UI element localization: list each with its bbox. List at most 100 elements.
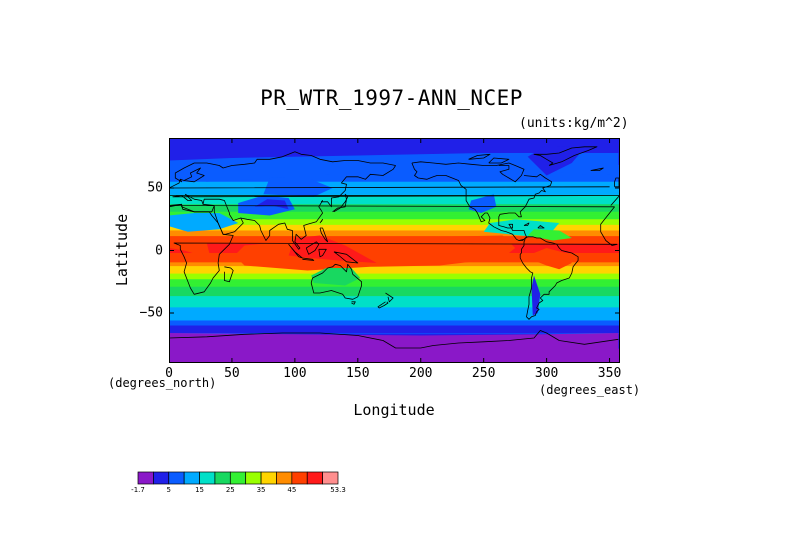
chart-title: PR_WTR_1997-ANN_NCEP [260,86,523,110]
y-unit-label: (degrees_north) [108,376,217,390]
coastline [319,218,324,224]
coastline [518,236,579,320]
latitude-band [169,145,620,148]
coastline [174,151,396,183]
latitude-band [169,235,620,238]
coastline [468,153,491,160]
latitude-band [169,188,620,192]
coastline [332,193,349,213]
latitude-band [169,218,620,222]
latitude-band [169,211,620,214]
coastline [169,178,610,189]
colorbar-label: 5 [166,486,171,494]
colorbar-label: 53.3 [330,486,346,494]
x-tick-label: 350 [597,366,622,381]
latitude-band [169,291,620,295]
coastline [319,227,329,243]
latitude-band [169,276,620,280]
coastline [610,195,620,206]
coastline [523,222,530,226]
y-tick-label: −50 [139,305,163,321]
latitude-band [169,288,620,291]
latitude-band [169,278,620,282]
latitude-band [169,274,620,278]
moisture-region [527,145,585,176]
latitude-band [169,267,620,270]
coastline [310,263,363,300]
latitude-band [169,186,620,190]
colorbar-swatch [276,471,293,485]
latitude-band [169,199,620,203]
latitude-band [169,299,620,302]
x-tick-label: 150 [346,366,370,381]
colorbar-swatch [229,471,247,485]
latitude-band [169,265,620,268]
colorbar-swatch [168,471,185,485]
latitude-band [169,138,620,141]
latitude-band [169,282,620,285]
y-tick-label: 50 [147,180,163,196]
colorbar-label: 25 [225,486,235,494]
latitude-band [169,203,620,207]
latitude-band [169,295,620,298]
latitude-band [169,297,620,300]
latitude-band [169,273,620,276]
latitude-band [169,280,620,283]
coastline [169,193,620,213]
coastline [385,292,394,303]
moisture-region [169,325,620,333]
latitude-band [169,323,620,327]
x-tick-label: 250 [471,366,496,381]
colorbar-swatch [137,471,154,485]
latitude-band [169,308,620,312]
latitude-band [169,201,620,205]
latitude-band [169,224,620,227]
latitude-band [169,151,620,154]
latitude-band [169,304,620,308]
units-label: (units:kg/m^2) [519,116,629,131]
latitude-band [169,190,620,193]
latitude-band [169,153,620,156]
moisture-region [527,229,572,241]
latitude-band [169,205,620,208]
colorbar-swatch [245,471,262,485]
latitude-band [169,198,620,201]
y-tick-label: 0 [155,243,163,258]
colorbar-swatch [199,471,216,485]
latitude-band [169,183,620,186]
colorbar-label: -1.7 [131,486,145,494]
coastline [333,251,359,264]
latitude-band [169,286,620,289]
colorbar-swatch [291,471,308,485]
latitude-band [169,228,620,231]
latitude-band [169,319,620,323]
x-tick-label: 100 [283,366,307,381]
moisture-region [169,333,619,363]
coastline [411,162,553,241]
latitude-band [169,312,620,315]
map-frame [169,138,620,363]
coastline [533,146,598,166]
x-axis-label: Longitude [353,401,435,419]
x-tick-label: 50 [224,366,240,381]
latitude-band [169,149,620,152]
latitude-band [169,213,620,216]
moisture-region [468,194,497,213]
colorbar-swatch [322,471,339,485]
latitude-band [169,229,620,233]
latitude-band [169,289,620,293]
colorbar-swatch [260,471,277,485]
latitude-band [169,303,620,306]
latitude-band [169,216,620,220]
latitude-band [169,192,620,195]
latitude-band [169,314,620,317]
latitude-band [169,226,620,229]
moisture-region [169,153,619,182]
moisture-region [169,213,239,232]
latitude-band [169,233,620,237]
latitude-band [169,301,620,304]
latitude-band [169,184,620,188]
colorbar-swatch [306,471,323,485]
coastline [169,203,618,295]
latitude-band [169,222,620,225]
